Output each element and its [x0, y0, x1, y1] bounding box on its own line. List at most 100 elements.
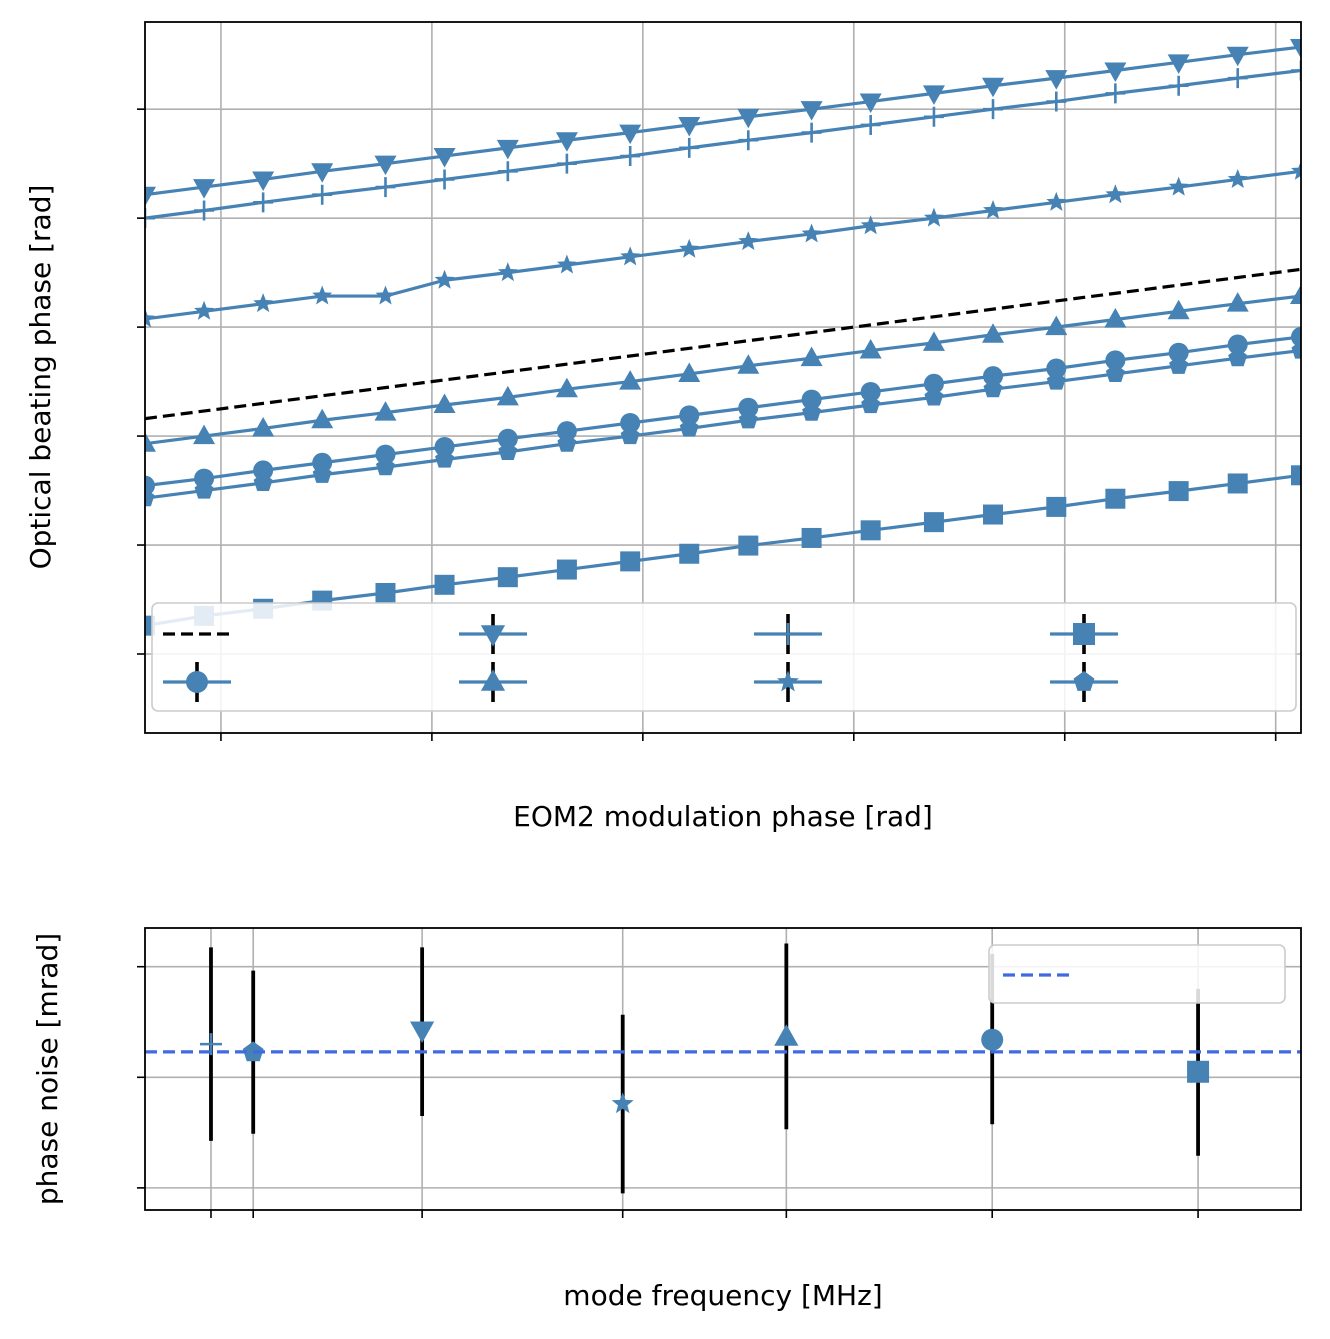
data-point-m-n-1 — [1227, 334, 1248, 355]
data-point-m-n-8 — [145, 208, 155, 229]
top-legend-box — [151, 602, 1297, 712]
data-point-m-n-2 — [620, 246, 641, 266]
data-point-m-n-3 — [1104, 62, 1127, 82]
data-point-m-n-2 — [434, 269, 455, 289]
data-point-m-n-2 — [375, 285, 396, 305]
legend-item-m-n-6 — [459, 662, 527, 702]
legend-item-m-n-5 — [1050, 662, 1118, 702]
data-point-m-n-5 — [802, 402, 822, 421]
phase-response-chart: EOM2 modulation phase [rad] Optical beat… — [24, 21, 1302, 833]
data-point-m-n-3 — [496, 139, 519, 160]
top-series-group — [145, 39, 1301, 636]
data-point-m-n-8 — [253, 192, 274, 213]
data-point-m-n-6 — [922, 331, 945, 351]
data-point-m-n-2 — [738, 231, 759, 251]
bottom-axes-frame — [144, 927, 1302, 1211]
legend-marker-m-n-3 — [480, 625, 506, 647]
data-point-m-n-1 — [194, 468, 215, 489]
data-point-m-n-8 — [983, 99, 1004, 120]
data-point-m-n-3 — [311, 163, 334, 183]
data-point-m-n-4 — [679, 543, 700, 564]
data-point-m-n-8 — [860, 114, 881, 135]
data-point-m-n-2 — [983, 200, 1003, 220]
data-point-m-n-6 — [619, 370, 642, 390]
phase-noise-chart: mode frequency [MHz] phase noise [mrad] — [31, 927, 1302, 1312]
noise-point-m-n-4 — [1187, 988, 1210, 1156]
data-point-m-n-1 — [1168, 342, 1189, 363]
data-point-m-n-1 — [983, 366, 1004, 387]
data-point-m-n-6 — [982, 323, 1005, 343]
data-point-m-n-6 — [193, 424, 216, 445]
data-point-m-n-1 — [253, 460, 274, 481]
data-point-m-n-1 — [375, 444, 396, 465]
series-m-n-6 — [145, 284, 1301, 452]
data-point-m-n-8 — [434, 169, 455, 190]
series-line-y-x — [145, 267, 1301, 421]
data-point-m-n-4 — [923, 512, 944, 533]
data-point-m-n-5 — [145, 488, 155, 507]
data-point-m-n-4 — [375, 582, 396, 603]
top-plot-area — [145, 39, 1301, 636]
data-point-m-n-4 — [497, 567, 518, 588]
data-point-m-n-3 — [737, 108, 760, 129]
data-point-m-n-4 — [1227, 473, 1248, 494]
data-point-m-n-4 — [801, 527, 822, 548]
series-line-m-n-6 — [145, 294, 1301, 446]
data-point-m-n-2 — [1105, 184, 1126, 204]
data-point-m-n-3 — [859, 93, 882, 114]
data-point-m-n-4 — [1046, 496, 1067, 517]
data-point-m-n-5 — [1228, 348, 1248, 367]
data-point-m-n-4 — [1187, 1060, 1210, 1083]
data-point-m-n-2 — [923, 207, 944, 227]
data-point-m-n-6 — [496, 385, 519, 406]
data-point-m-n-2 — [497, 262, 518, 282]
data-point-m-n-6 — [145, 432, 156, 452]
top-axes-frame — [144, 21, 1302, 734]
data-point-m-n-1 — [497, 428, 518, 449]
data-point-m-n-4 — [620, 551, 641, 572]
data-point-m-n-5 — [194, 480, 214, 499]
legend-item-m-n-1 — [163, 662, 231, 702]
data-point-m-n-4 — [860, 520, 881, 541]
legend-item-m-n-2 — [754, 662, 822, 702]
series-line-m-n-8 — [145, 68, 1301, 220]
legend-item-m-n-8 — [754, 614, 822, 654]
legend-marker-m-n-8 — [777, 623, 799, 645]
data-point-m-n-5 — [679, 418, 699, 437]
data-point-m-n-2 — [1227, 168, 1248, 188]
data-point-m-n-1 — [981, 1028, 1004, 1051]
data-point-m-n-3 — [1045, 70, 1068, 90]
data-point-m-n-6 — [433, 393, 456, 414]
data-point-m-n-5 — [924, 387, 944, 406]
bottom-x-axis-label: mode frequency [MHz] — [563, 1279, 882, 1312]
data-point-m-n-3 — [922, 85, 945, 105]
data-point-m-n-2 — [253, 293, 274, 313]
data-point-m-n-4 — [434, 574, 455, 595]
data-point-m-n-2 — [312, 285, 333, 305]
data-point-m-n-3 — [678, 116, 701, 137]
data-point-m-n-6 — [1104, 307, 1127, 328]
legend-item-m-n-4 — [1050, 614, 1118, 654]
series-m-n-3 — [145, 39, 1301, 207]
data-point-m-n-8 — [1105, 83, 1126, 104]
noise-point-m-n-6 — [774, 943, 799, 1130]
data-point-m-n-5 — [861, 395, 881, 414]
data-point-m-n-5 — [983, 379, 1003, 398]
data-point-m-n-5 — [435, 449, 455, 468]
data-point-m-n-1 — [620, 412, 641, 433]
data-point-m-n-6 — [311, 408, 334, 429]
legend-marker-m-n-2 — [777, 670, 799, 692]
data-point-m-n-8 — [620, 146, 641, 167]
data-point-m-n-8 — [1168, 75, 1189, 96]
data-point-m-n-4 — [1291, 465, 1301, 486]
data-point-m-n-6 — [252, 416, 275, 437]
legend-item-m-n-3 — [459, 614, 527, 654]
data-point-m-n-2 — [801, 223, 822, 243]
data-point-m-n-2 — [860, 215, 881, 235]
data-point-m-n-3 — [252, 171, 275, 191]
data-point-m-n-3 — [433, 148, 456, 168]
data-point-m-n-5 — [1046, 371, 1066, 390]
data-point-m-n-1 — [860, 381, 881, 402]
data-point-m-n-3 — [374, 155, 397, 176]
data-point-m-n-6 — [374, 401, 397, 421]
